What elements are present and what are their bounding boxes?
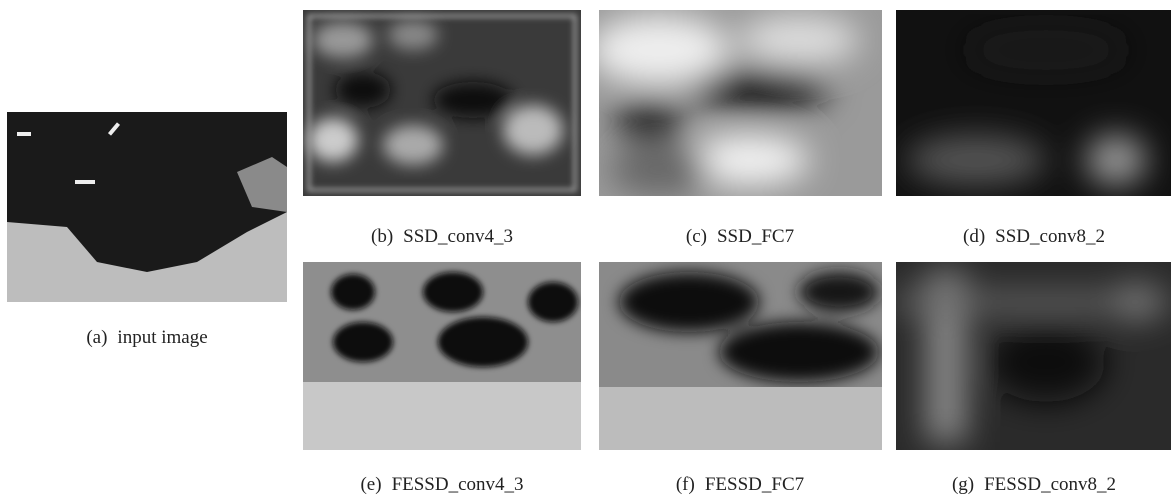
feature-map [896, 10, 1171, 196]
caption-text: FESSD_FC7 [705, 474, 804, 495]
feature-map [599, 10, 882, 196]
figure: (a) input image (b) SSD_conv4_3 (c) SSD_FC7… [0, 0, 1175, 497]
caption-text: SSD_conv8_2 [995, 226, 1105, 247]
input-image [7, 112, 287, 302]
caption-label: (c) [686, 226, 707, 247]
caption-label: (f) [676, 474, 695, 495]
caption-label: (a) [86, 327, 107, 348]
caption: (f) FESSD_FC7 [590, 474, 890, 496]
caption: (e) FESSD_conv4_3 [292, 474, 592, 496]
caption-label: (e) [360, 474, 381, 495]
caption-label: (b) [371, 226, 393, 247]
feature-map [896, 262, 1171, 450]
caption-label: (g) [952, 474, 974, 495]
caption-text: FESSD_conv4_3 [392, 474, 524, 495]
caption-text: FESSD_conv8_2 [984, 474, 1116, 495]
caption-text: SSD_conv4_3 [403, 226, 513, 247]
caption: (d) SSD_conv8_2 [884, 226, 1175, 248]
caption-text: input image [117, 327, 207, 348]
caption: (b) SSD_conv4_3 [292, 226, 592, 248]
caption: (a) input image [0, 327, 297, 349]
caption: (c) SSD_FC7 [590, 226, 890, 248]
feature-map [303, 10, 581, 196]
caption-label: (d) [963, 226, 985, 247]
feature-map [303, 262, 581, 450]
feature-map [599, 262, 882, 450]
caption-text: SSD_FC7 [717, 226, 794, 247]
caption: (g) FESSD_conv8_2 [884, 474, 1175, 496]
